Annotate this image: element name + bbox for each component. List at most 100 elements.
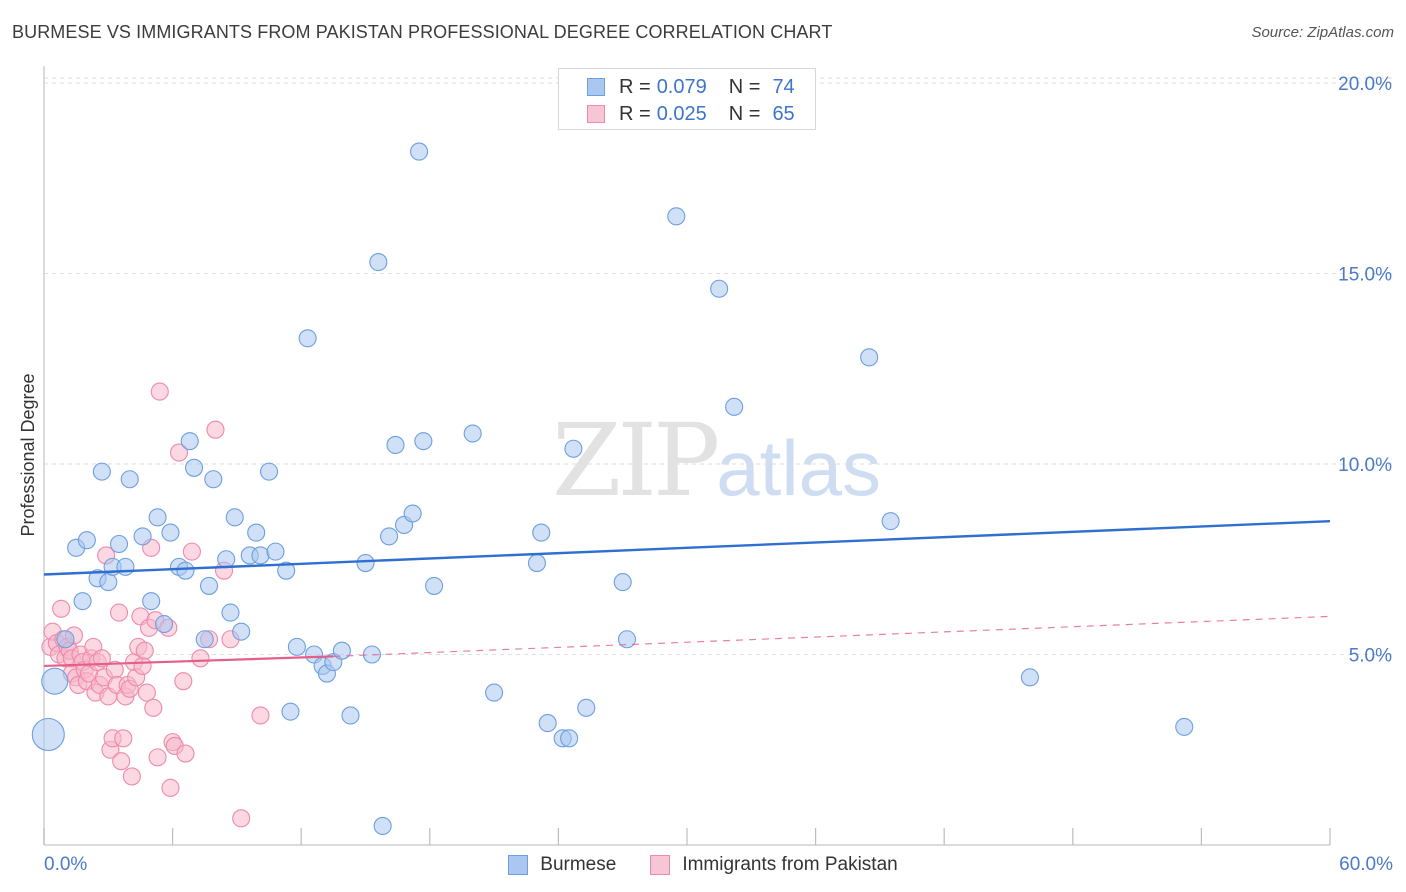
pakistan-trend-line [43,655,334,668]
burmese-point [77,531,96,550]
burmese-point [232,622,251,641]
legend-r-value: 0.025 [656,102,707,125]
pakistan-point [206,420,225,439]
burmese-point [133,527,152,546]
legend-item-pakistan[interactable]: Immigrants from Pakistan [650,854,898,876]
burmese-point [1020,668,1039,687]
pakistan-point [169,443,189,462]
burmese-point [538,714,557,733]
pakistan-point [182,542,201,561]
burmese-point [266,542,285,561]
burmese-point [221,603,240,622]
legend-swatch-pakistan [587,105,605,123]
burmese-point [281,702,300,721]
burmese-point [386,435,405,455]
burmese-point [199,576,219,595]
burmese-point [176,561,195,580]
legend-n-key: N = [728,102,761,125]
burmese-point [617,630,637,649]
pakistan-point [52,599,71,618]
burmese-point [251,546,270,565]
pakistan-point [122,767,141,786]
y-tick-label: 20.0% [1338,74,1392,95]
burmese-point [298,329,317,348]
burmese-point [225,508,244,527]
legend-swatch-pakistan [650,855,671,875]
burmese-point [362,645,381,664]
legend-n-value: 65 [772,102,795,125]
burmese-point [564,439,583,458]
burmese-point [860,348,879,367]
pakistan-point [114,729,133,748]
burmese-point [154,614,174,634]
burmese-point [380,527,399,546]
chart-title: BURMESE VS IMMIGRANTS FROM PAKISTAN PROF… [12,22,833,42]
series-burmese-points [31,142,1194,836]
watermark: ZIPatlas [552,402,881,519]
legend-row-pakistan: R = 0.025 N = 65 [587,102,795,126]
legend-n-key: N = [728,75,761,98]
burmese-point [373,816,392,836]
burmese-point [184,458,204,477]
burmese-point [577,698,596,717]
burmese-point [881,512,900,531]
burmese-point [332,641,351,660]
burmese-point [161,523,180,542]
pakistan-point [112,752,131,771]
burmese-point [116,557,135,576]
burmese-point [410,142,429,161]
pakistan-trend-extension [333,615,1331,658]
burmese-point [277,561,296,580]
legend-item-burmese[interactable]: Burmese [508,854,616,876]
chart-source: Source: ZipAtlas.com [1251,24,1394,41]
burmese-point [109,534,129,554]
pakistan-point [161,778,180,797]
series-legend: Burmese Immigrants from Pakistan [0,852,1406,878]
burmese-point [217,550,236,569]
pakistan-point [251,706,270,725]
legend-swatch-burmese [508,855,529,875]
burmese-trend-line [43,519,1331,576]
burmese-point [667,207,686,226]
burmese-point [613,573,632,592]
burmese-point [710,279,729,298]
burmese-point [287,637,306,656]
burmese-point [403,504,422,523]
burmese-point [180,432,199,451]
series-pakistan-points [41,382,270,828]
y-tick-label: 5.0% [1349,646,1392,667]
legend-r-key: R = [619,102,651,125]
pakistan-point [232,809,251,828]
burmese-point [195,630,214,649]
burmese-point [259,462,279,481]
legend-row-burmese: R = 0.079 N = 74 [587,75,795,99]
burmese-point [56,630,75,649]
pakistan-point [191,649,210,668]
pakistan-point [174,672,193,691]
legend-swatch-burmese [587,78,605,96]
burmese-point [142,592,161,611]
burmese-point [41,667,69,695]
pakistan-point [144,698,163,717]
correlation-legend: R = 0.079 N = 74 R = 0.025 N = 65 [558,68,816,130]
burmese-point [148,508,167,527]
burmese-point [92,462,111,481]
tick-labels: 5.0% 10.0% 15.0% 20.0% 0.0% 60.0% Professional… [18,74,1393,875]
pakistan-point [148,748,167,767]
burmese-point [1175,717,1194,736]
legend-n-value: 74 [772,75,795,98]
axes [43,66,1331,846]
legend-label-burmese: Burmese [540,854,617,875]
pakistan-point [133,656,152,675]
trend-lines [43,519,1331,668]
y-tick-label: 10.0% [1338,455,1392,476]
pakistan-point [176,744,195,763]
burmese-point [414,432,433,451]
burmese-point [485,683,504,702]
x-tick-label: 0.0% [44,854,87,875]
legend-r-value: 0.079 [656,75,707,98]
watermark-zip: ZIP [552,402,720,519]
burmese-point [425,576,444,595]
burmese-point [120,470,139,489]
